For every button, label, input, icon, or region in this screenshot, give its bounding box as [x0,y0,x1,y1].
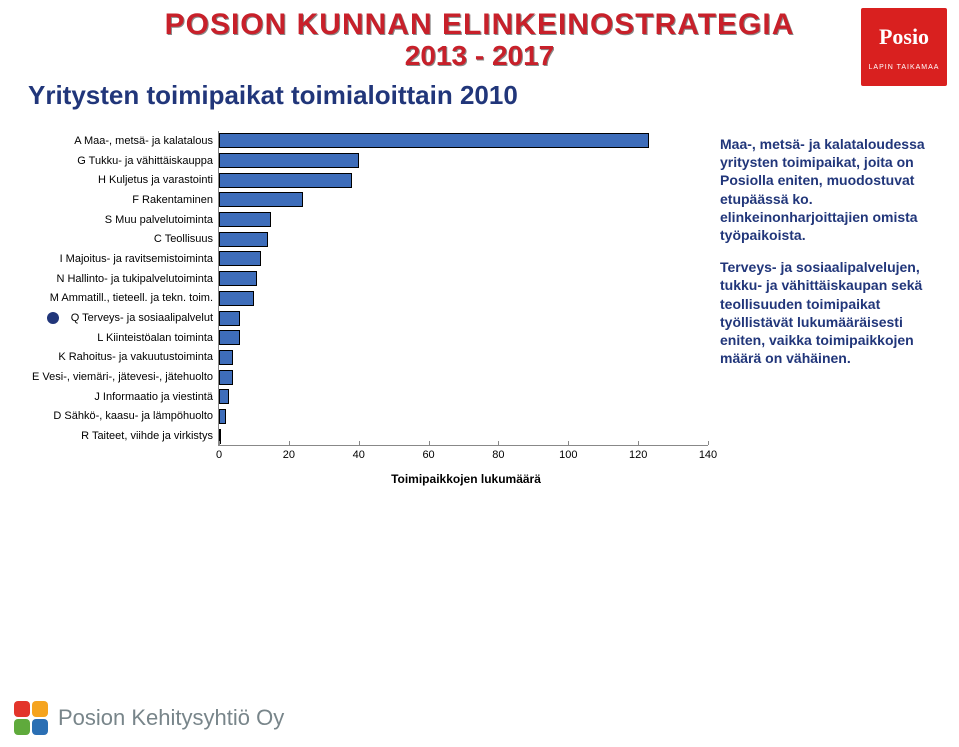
bar-row: E Vesi-, viemäri-, jätevesi-, jätehuolto [219,370,708,385]
bar-row: N Hallinto- ja tukipalvelutoiminta [219,271,708,286]
x-tick: 100 [548,445,588,461]
bar-category-label: F Rakentaminen [132,194,219,206]
bar [219,389,229,404]
bar-row: A Maa-, metsä- ja kalatalous [219,133,708,148]
bar [219,350,233,365]
bar-category-label: C Teollisuus [154,233,219,245]
x-tick: 60 [409,445,449,461]
bar-category-label: A Maa-, metsä- ja kalatalous [74,135,219,147]
brand-logo-tagline: LAPIN TAIKAMAA [861,64,947,71]
bar-row: R Taiteet, viihde ja virkistys [219,429,708,444]
bar-category-label: N Hallinto- ja tukipalvelutoiminta [56,273,219,285]
side-paragraph-1: Maa-, metsä- ja kalataloudessa yritysten… [720,135,947,244]
bar [219,232,268,247]
bar-category-label: S Muu palvelutoiminta [105,214,219,226]
header: POSION KUNNAN ELINKEINOSTRATEGIA 2013 - … [0,0,959,72]
x-tick: 20 [269,445,309,461]
highlight-bullet-icon [47,312,59,324]
bar [219,370,233,385]
bar [219,192,303,207]
bar-category-label: Q Terveys- ja sosiaalipalvelut [71,312,219,324]
bar-category-label: L Kiinteistöalan toiminta [97,332,219,344]
footer-company: Posion Kehitysyhtiö Oy [58,705,284,731]
bar [219,311,240,326]
bar-row: L Kiinteistöalan toiminta [219,330,708,345]
chart-column: A Maa-, metsä- ja kalatalousG Tukku- ja … [4,131,714,486]
footer-logo-icon [14,701,48,735]
bar-row: G Tukku- ja vähittäiskauppa [219,153,708,168]
page-subtitle: Yritysten toimipaikat toimialoittain 201… [28,80,959,111]
x-axis-title: Toimipaikkojen lukumäärä [218,472,714,486]
brand-logo-name: Posio [861,24,947,50]
bar [219,409,226,424]
bar-row: D Sähkö-, kaasu- ja lämpöhuolto [219,409,708,424]
bar-row: Q Terveys- ja sosiaalipalvelut [219,311,708,326]
plot-area: A Maa-, metsä- ja kalatalous G Tukku- ja … [218,131,708,446]
bar [219,173,352,188]
content-row: A Maa-, metsä- ja kalatalousG Tukku- ja … [0,131,959,486]
bar-category-label: H Kuljetus ja varastointi [98,174,219,186]
bar-row: S Muu palvelutoiminta [219,212,708,227]
bar-row: C Teollisuus [219,232,708,247]
x-tick: 140 [688,445,728,461]
chart: A Maa-, metsä- ja kalatalous G Tukku- ja … [218,131,708,446]
bar [219,330,240,345]
bar-category-label: D Sähkö-, kaasu- ja lämpöhuolto [53,410,219,422]
bar-category-label: J Informaatio ja viestintä [94,391,219,403]
bar-category-label: I Majoitus- ja ravitsemistoiminta [60,253,219,265]
side-text-column: Maa-, metsä- ja kalataloudessa yritysten… [714,131,947,486]
main-title: POSION KUNNAN ELINKEINOSTRATEGIA [0,8,959,42]
footer: Posion Kehitysyhtiö Oy [14,701,284,735]
bar [219,153,359,168]
bar-row: I Majoitus- ja ravitsemistoiminta [219,251,708,266]
brand-logo: Posio LAPIN TAIKAMAA [861,8,947,86]
bar-row: J Informaatio ja viestintä [219,389,708,404]
bar-row: M Ammatill., tieteell. ja tekn. toim. [219,291,708,306]
bar-category-label: R Taiteet, viihde ja virkistys [81,430,219,442]
x-tick: 80 [478,445,518,461]
bar [219,133,649,148]
bar-row: H Kuljetus ja varastointi [219,173,708,188]
x-tick: 40 [339,445,379,461]
bar-row: K Rahoitus- ja vakuutustoiminta [219,350,708,365]
bar [219,212,271,227]
bar-category-label: G Tukku- ja vähittäiskauppa [77,155,219,167]
x-tick: 120 [618,445,658,461]
bar-row: F Rakentaminen [219,192,708,207]
sub-title: 2013 - 2017 [0,40,959,72]
bar [219,251,261,266]
bar-category-label: K Rahoitus- ja vakuutustoiminta [58,351,219,363]
side-paragraph-2: Terveys- ja sosiaalipalvelujen, tukku- j… [720,258,947,367]
bar-category-label: M Ammatill., tieteell. ja tekn. toim. [50,292,219,304]
x-tick: 0 [199,445,239,461]
bar [219,291,254,306]
bar-category-label: E Vesi-, viemäri-, jätevesi-, jätehuolto [32,371,219,383]
bar [219,271,257,286]
